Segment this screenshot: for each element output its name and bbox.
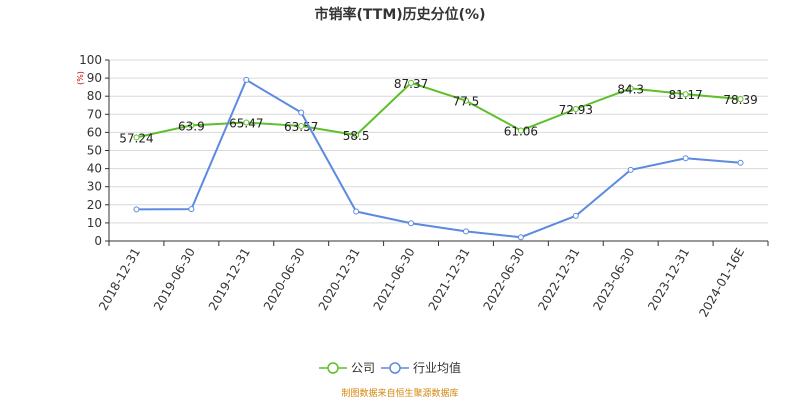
data-point: [737, 96, 744, 103]
data-point: [462, 228, 469, 235]
data-point: [682, 91, 689, 98]
legend-item-0[interactable]: 公司: [319, 361, 375, 375]
data-label: 63.57: [284, 120, 318, 134]
y-tick-label: 100: [79, 53, 102, 67]
data-point: [243, 119, 250, 126]
data-point: [353, 208, 360, 215]
x-tick-label: 2022-12-31: [535, 246, 582, 313]
data-point: [737, 159, 744, 166]
data-point: [408, 79, 415, 86]
x-tick-label: 2018-12-31: [96, 246, 143, 313]
data-point: [188, 206, 195, 213]
y-tick-label: 50: [87, 144, 102, 158]
data-point: [133, 206, 140, 213]
x-tick-label: 2021-12-31: [426, 246, 473, 313]
data-point: [682, 155, 689, 162]
data-point: [298, 109, 305, 116]
y-tick-label: 30: [87, 180, 102, 194]
data-label: 61.06: [504, 124, 538, 138]
series-layer: 57.24 63.9 65.47 63.57 58.5 87.37 77.5 61.06 72.…: [119, 76, 758, 241]
data-point: [627, 85, 634, 92]
data-point: [572, 212, 579, 219]
data-label: 87.37: [394, 77, 428, 91]
data-label: 81.17: [668, 88, 702, 102]
series-line-1: [136, 78, 741, 239]
data-point: [517, 127, 524, 134]
data-point: [243, 76, 250, 83]
y-tick-label: 70: [87, 107, 102, 121]
y-tick-label: 0: [94, 234, 102, 248]
data-label: 84.3: [617, 82, 644, 96]
data-label: 58.5: [343, 129, 370, 143]
x-tick-label: 2023-12-31: [645, 246, 692, 313]
x-tick-label: 2020-12-31: [316, 246, 363, 313]
data-point: [298, 122, 305, 129]
y-tick-label: 40: [87, 162, 102, 176]
data-point: [627, 166, 634, 173]
data-label: 57.24: [119, 131, 153, 145]
data-label: 77.5: [453, 95, 480, 109]
x-tick-label: 2020-06-30: [261, 246, 308, 313]
data-point: [188, 122, 195, 129]
x-tick-label: 2024-01-16E: [696, 246, 747, 320]
data-point: [462, 97, 469, 104]
data-point: [133, 134, 140, 141]
x-tick-label: 2023-06-30: [590, 246, 637, 313]
data-point: [353, 132, 360, 139]
series-line-0: [136, 81, 741, 139]
legend-item-1[interactable]: 行业均值: [381, 360, 461, 375]
y-tick-label: 60: [87, 125, 102, 139]
data-label: 63.9: [178, 119, 205, 133]
data-label: 72.93: [559, 103, 593, 117]
x-tick-label: 2021-06-30: [371, 246, 418, 313]
data-point: [517, 234, 524, 241]
data-point: [572, 105, 579, 112]
x-tick-label: 2019-06-30: [151, 246, 198, 313]
legend-label: 行业均值: [413, 360, 461, 375]
x-tick-label: 2019-12-31: [206, 246, 253, 313]
y-tick-label: 20: [87, 198, 102, 212]
x-tick-label: 2022-06-30: [480, 246, 527, 313]
grid-lines: [109, 59, 768, 224]
y-tick-label: 80: [87, 89, 102, 103]
legend-label: 公司: [351, 361, 375, 375]
data-label: 65.47: [229, 116, 263, 130]
axes: [105, 59, 769, 246]
y-tick-label: 90: [87, 71, 102, 85]
y-axis-unit: (%): [76, 71, 85, 85]
y-tick-label: 10: [87, 216, 102, 230]
legend-swatch-marker: [327, 362, 339, 374]
legend[interactable]: 公司 行业均值: [319, 360, 461, 375]
chart-title: 市销率(TTM)历史分位(%): [315, 6, 486, 23]
source-note: 制图数据来自恒生聚源数据库: [341, 387, 458, 399]
y-axis-ticks: 0 10 20 30 40 50 60 70 80 90 100: [79, 53, 102, 248]
data-point: [408, 220, 415, 227]
x-axis-ticks: 2018-12-31 2019-06-30 2019-12-31 2020-06-30…: [96, 246, 747, 320]
legend-swatch-marker: [389, 362, 401, 374]
data-label: 78.39: [723, 93, 757, 107]
